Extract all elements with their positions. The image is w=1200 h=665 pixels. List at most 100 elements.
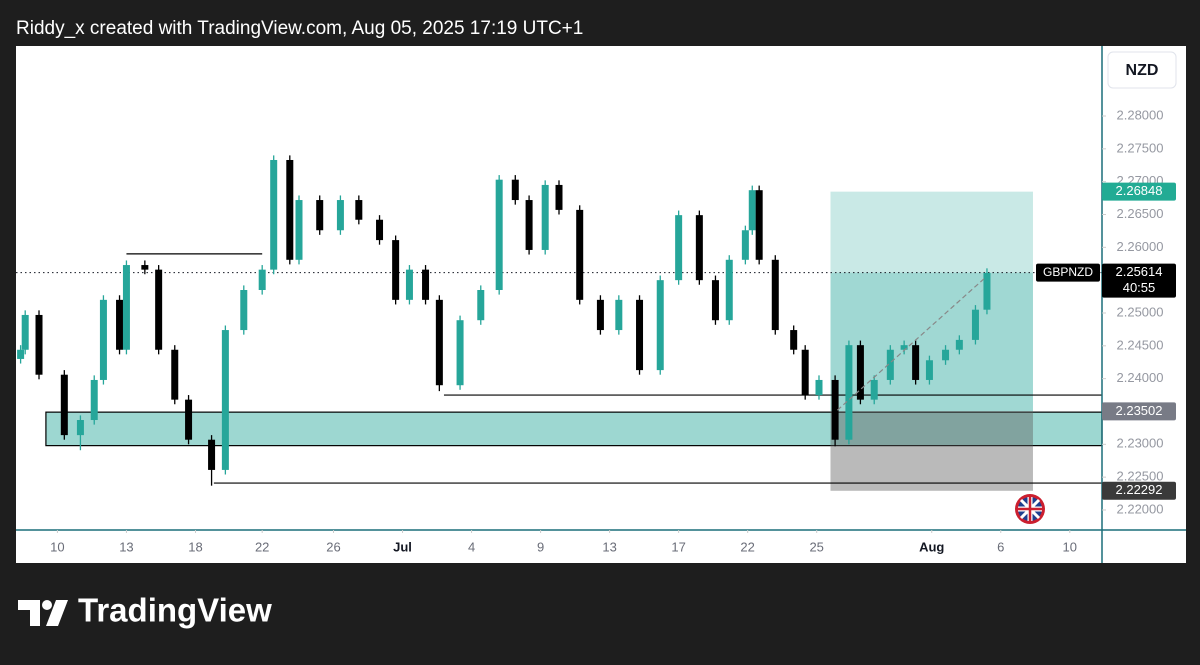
x-tick-label: 13 xyxy=(119,539,133,554)
stop-area xyxy=(830,411,1033,491)
candle-body xyxy=(942,349,950,361)
candle-body xyxy=(790,330,798,350)
currency-box[interactable] xyxy=(1107,51,1177,89)
x-tick-label: 10 xyxy=(1063,539,1077,554)
last-price-label: 2.25614 xyxy=(1116,264,1163,279)
candle-body xyxy=(116,299,124,350)
candle-body xyxy=(511,179,519,201)
stop-price-label-box xyxy=(1102,481,1176,500)
x-tick-label: 9 xyxy=(537,539,544,554)
plot xyxy=(16,155,1103,491)
candle-body xyxy=(900,345,908,350)
y-tick-label: 2.24500 xyxy=(1117,337,1164,352)
symbol-box xyxy=(1036,263,1100,282)
y-tick-label: 2.23000 xyxy=(1117,436,1164,451)
candle-body xyxy=(35,314,43,375)
candle-body xyxy=(21,314,29,350)
candle-body xyxy=(90,379,98,421)
candle-body xyxy=(495,179,503,291)
candle-body xyxy=(240,290,248,331)
candle-body xyxy=(376,219,384,241)
candle-body xyxy=(477,290,485,321)
candle-body xyxy=(171,349,179,400)
candle-body xyxy=(725,259,733,321)
x-tick-label: 10 xyxy=(50,539,64,554)
x-tick-label: 13 xyxy=(602,539,616,554)
candle-body xyxy=(955,339,963,350)
candle-body xyxy=(76,420,84,436)
candle-body xyxy=(815,379,823,396)
x-tick-label: 25 xyxy=(809,539,823,554)
candle-body xyxy=(748,190,756,231)
candle-body xyxy=(355,200,363,220)
symbol-label: GBPNZD xyxy=(1043,265,1093,279)
brand-logo xyxy=(18,600,68,626)
candle-body xyxy=(755,190,763,260)
candle-body xyxy=(831,379,839,440)
candle-body xyxy=(295,200,303,260)
candle-body xyxy=(886,349,894,380)
stop-price-label: 2.22292 xyxy=(1116,482,1163,497)
x-tick-label: 22 xyxy=(255,539,269,554)
entry-price-label-box xyxy=(1102,402,1176,421)
candle-body xyxy=(316,200,324,231)
candle-body xyxy=(286,159,294,260)
candle-body xyxy=(675,215,683,281)
candle-body xyxy=(525,200,533,250)
y-tick-label: 2.26500 xyxy=(1117,206,1164,221)
candle-body xyxy=(456,320,464,386)
candle-body xyxy=(555,184,563,210)
candle-body xyxy=(541,184,549,250)
open-profit-area xyxy=(830,272,1033,412)
candle-body xyxy=(925,360,933,380)
candle-body xyxy=(208,439,216,470)
candle-body xyxy=(845,345,853,440)
y-tick-label: 2.24000 xyxy=(1117,370,1164,385)
candle-body xyxy=(741,230,749,260)
countdown-label: 40:55 xyxy=(1123,280,1156,295)
candle-body xyxy=(912,345,920,380)
candle-body xyxy=(856,345,864,400)
y-tick-label: 2.26000 xyxy=(1117,239,1164,254)
candle-body xyxy=(615,299,623,331)
candle-body xyxy=(336,200,344,231)
x-tick-label: 18 xyxy=(188,539,202,554)
x-tick-label: Jul xyxy=(393,539,412,554)
candle-body xyxy=(122,265,130,350)
header-title: Riddy_x created with TradingView.com, Au… xyxy=(16,18,583,39)
candle-body xyxy=(141,265,149,270)
candle-body xyxy=(422,269,430,300)
x-tick-label: 4 xyxy=(468,539,475,554)
candle-body xyxy=(435,299,443,386)
y-tick-label: 2.27500 xyxy=(1117,140,1164,155)
x-tick-label: 22 xyxy=(740,539,754,554)
x-tick-label: 17 xyxy=(671,539,685,554)
last-price-box xyxy=(1102,263,1176,298)
target-price-label-box xyxy=(1102,182,1176,201)
trend-line xyxy=(837,277,986,411)
candle-body xyxy=(155,269,163,350)
candle-body xyxy=(392,240,400,300)
target-price-label: 2.26848 xyxy=(1116,183,1163,198)
candle-body xyxy=(656,280,664,371)
currency-label: NZD xyxy=(1126,62,1159,79)
y-tick-label: 2.28000 xyxy=(1117,107,1164,122)
candle-body xyxy=(971,309,979,340)
y-tick-label: 2.25000 xyxy=(1117,304,1164,319)
x-tick-label: 26 xyxy=(326,539,340,554)
candle-body xyxy=(60,374,68,436)
entry-price-label: 2.23502 xyxy=(1116,403,1163,418)
uk-flag-icon xyxy=(1015,494,1045,524)
candle-body xyxy=(270,159,278,270)
y-tick-label: 2.22500 xyxy=(1117,469,1164,484)
candle-body xyxy=(576,209,584,300)
candle-body xyxy=(983,272,991,310)
candle-body xyxy=(870,379,878,400)
candle-body xyxy=(596,299,604,331)
brand-name: TradingView xyxy=(78,592,272,629)
x-tick-label: 6 xyxy=(997,539,1004,554)
candle-body xyxy=(99,299,107,380)
candle-body xyxy=(221,330,229,470)
candle-body xyxy=(405,269,413,300)
